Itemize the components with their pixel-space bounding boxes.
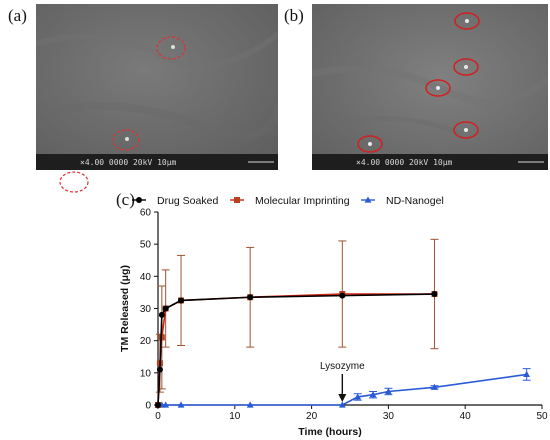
panel-b-label: (b) — [284, 6, 304, 25]
chart-annotation: Lysozyme — [320, 361, 365, 402]
data-point — [354, 393, 362, 400]
data-point — [369, 391, 377, 398]
chart-legend: Drug Soaked Molecular Imprinting ND-Nanoge… — [132, 195, 444, 207]
x-tick-label: 30 — [383, 411, 395, 422]
y-tick-label: 0 — [145, 401, 151, 412]
y-tick-label: 40 — [140, 272, 152, 283]
chart-axes: 0 10 20 30 40 50 60 0 10 20 30 40 50 Time (hours) TM R… — [119, 208, 548, 439]
y-axis-title: TM Released (μg) — [119, 265, 131, 352]
data-point — [158, 311, 165, 318]
series-line — [157, 293, 435, 406]
annotation-arrowhead — [338, 394, 347, 402]
series-line — [157, 293, 435, 406]
y-tick-label: 60 — [140, 208, 152, 219]
chart-series — [154, 238, 531, 408]
data-point — [523, 370, 531, 378]
data-point — [246, 401, 254, 408]
data-point — [155, 402, 161, 408]
y-tick-label: 30 — [140, 304, 152, 315]
particle-circle — [357, 135, 383, 153]
legend-label: Drug Soaked — [157, 195, 218, 207]
data-point — [247, 294, 254, 301]
particle-circle — [112, 129, 140, 151]
particle-circle — [156, 36, 186, 60]
sem-b-scale-text: ×4.00 0000 20kV 10μm — [356, 158, 453, 167]
series-molecular-imprinting — [155, 238, 439, 408]
sem-image-a: ×4.00 0000 20kV 10μm — [36, 4, 278, 170]
legend-label: ND-Nanogel — [386, 195, 444, 207]
particle-circle-outside — [59, 171, 89, 193]
x-tick-label: 0 — [155, 411, 161, 422]
panel-c-label: (c) — [116, 190, 135, 209]
y-tick-label: 10 — [140, 368, 152, 379]
legend-item: Drug Soaked — [132, 195, 218, 207]
particle-circle — [453, 58, 479, 76]
y-tick-label: 20 — [140, 336, 152, 347]
x-tick-label: 10 — [229, 411, 241, 422]
series-nd-nanogel — [154, 368, 531, 408]
data-point — [162, 401, 170, 408]
particle-circle — [454, 12, 480, 30]
x-tick-label: 20 — [306, 411, 318, 422]
data-point — [385, 387, 392, 395]
sem-a-scale-text: ×4.00 0000 20kV 10μm — [80, 158, 177, 167]
data-point — [162, 305, 169, 312]
data-point — [364, 196, 372, 203]
legend-item: ND-Nanogel — [361, 195, 444, 207]
annotation-label: Lysozyme — [320, 361, 365, 372]
data-point — [136, 197, 142, 203]
data-point — [338, 401, 346, 408]
sem-image-b: ×4.00 0000 20kV 10μm — [312, 4, 548, 170]
legend-label: Molecular Imprinting — [255, 195, 350, 207]
x-tick-label: 50 — [536, 411, 548, 422]
data-point — [339, 292, 346, 299]
x-axis-title: Time (hours) — [298, 426, 361, 438]
data-point — [156, 366, 163, 373]
data-point — [234, 197, 240, 203]
x-tick-label: 40 — [460, 411, 472, 422]
data-point — [431, 291, 438, 298]
series-drug-soaked — [155, 291, 438, 408]
legend-item: Molecular Imprinting — [230, 195, 350, 207]
data-point — [431, 383, 438, 390]
data-point — [178, 297, 185, 304]
panel-a-label: (a) — [8, 6, 27, 25]
y-tick-label: 50 — [140, 240, 152, 251]
data-point — [177, 401, 185, 408]
particle-circle — [425, 79, 451, 97]
particle-circle — [453, 121, 479, 139]
